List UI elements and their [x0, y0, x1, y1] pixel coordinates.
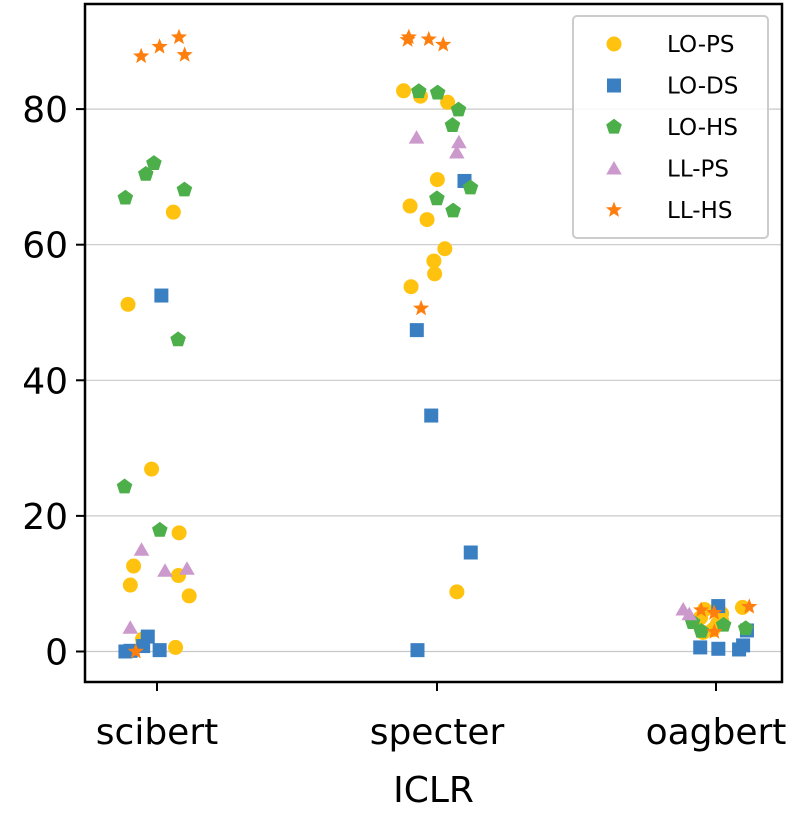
data-point-LO-PS-4 [126, 558, 142, 574]
data-point-LO-HS-5 [116, 478, 133, 494]
data-point-LO-DS-8 [424, 408, 439, 423]
y-tick-label: 0 [45, 632, 68, 673]
series-LO-DS [118, 173, 754, 659]
y-tick-label: 20 [22, 497, 68, 538]
series-LL-PS [122, 130, 698, 634]
data-point-LL-HS-8 [435, 36, 452, 52]
data-point-LO-HS-9 [450, 101, 467, 117]
data-point-LL-HS-9 [413, 299, 430, 316]
data-point-LL-HS-1 [151, 38, 168, 54]
data-point-LL-PS-2 [157, 563, 173, 577]
data-point-LL-HS-3 [133, 47, 150, 64]
data-point-LL-PS-5 [451, 134, 467, 149]
data-point-LO-PS-0 [165, 204, 181, 220]
data-point-LL-HS-0 [170, 28, 188, 45]
data-point-LO-HS-8 [429, 84, 446, 100]
data-point-LL-HS-13 [706, 623, 723, 639]
data-point-LO-HS-1 [138, 165, 154, 181]
data-point-LO-PS-18 [427, 266, 443, 282]
data-point-LO-PS-17 [426, 253, 442, 269]
data-point-LO-HS-4 [170, 331, 186, 347]
data-point-LL-PS-3 [122, 620, 139, 634]
data-point-LO-PS-2 [144, 461, 160, 477]
data-point-LL-HS-4 [127, 642, 144, 659]
legend-marker-LL-HS [605, 201, 623, 217]
series-LO-HS [116, 83, 754, 638]
data-point-LO-PS-14 [402, 198, 418, 214]
data-point-LO-PS-10 [396, 83, 412, 99]
data-point-LL-HS-6 [420, 30, 437, 47]
data-point-LO-DS-9 [463, 545, 478, 560]
data-point-LO-PS-15 [419, 212, 435, 228]
legend-label-LO-HS: LO-HS [667, 115, 738, 141]
data-point-LL-HS-7 [399, 31, 416, 47]
data-point-LL-PS-4 [408, 130, 425, 144]
data-point-LO-HS-10 [444, 117, 461, 132]
data-point-LL-HS-2 [176, 46, 193, 62]
data-point-LO-HS-12 [429, 190, 445, 206]
data-point-LO-DS-15 [711, 641, 726, 656]
data-point-LO-PS-9 [168, 639, 184, 655]
legend-label-LO-DS: LO-DS [667, 74, 738, 100]
legend-marker-LO-PS [606, 36, 622, 52]
data-point-LO-PS-1 [120, 296, 136, 312]
data-point-LO-DS-10 [410, 643, 425, 658]
y-tick-label: 60 [22, 226, 68, 267]
x-axis-title: ICLR [393, 770, 474, 811]
data-point-LL-HS-10 [741, 598, 758, 614]
data-point-LO-PS-13 [429, 172, 445, 188]
data-point-LO-DS-5 [118, 644, 133, 659]
data-point-LO-DS-0 [154, 288, 169, 303]
series-LL-HS [127, 28, 758, 659]
data-point-LL-HS-12 [706, 604, 723, 620]
legend-label-LO-PS: LO-PS [667, 32, 735, 58]
data-point-LL-PS-1 [179, 561, 195, 575]
data-point-LO-PS-3 [171, 525, 187, 541]
data-point-LO-PS-7 [181, 588, 197, 604]
data-point-LO-HS-11 [462, 179, 479, 195]
data-point-LO-HS-15 [715, 616, 732, 632]
data-point-LO-PS-6 [122, 577, 138, 593]
data-point-LO-DS-7 [409, 323, 424, 338]
data-point-LO-PS-12 [440, 94, 456, 110]
y-tick-label: 40 [22, 361, 68, 402]
data-point-LO-HS-7 [410, 83, 427, 99]
points-layer [116, 28, 758, 659]
legend-label-LL-PS: LL-PS [667, 157, 729, 183]
legend: LO-PS LO-DS LO-HS LL-PS LL-HS [572, 15, 769, 239]
data-point-LO-HS-17 [693, 622, 710, 638]
legend-label-LL-HS: LL-HS [667, 198, 732, 224]
x-tick-label-oagbert: oagbert [646, 712, 787, 753]
x-tick-label-scibert: scibert [96, 712, 218, 753]
data-point-LL-PS-6 [448, 144, 465, 159]
data-point-LO-HS-3 [117, 189, 134, 205]
data-point-LO-DS-3 [152, 643, 167, 658]
y-tick-label: 80 [22, 90, 68, 131]
data-point-LO-DS-16 [732, 642, 747, 657]
data-point-LL-PS-0 [133, 542, 150, 556]
data-point-LO-HS-6 [152, 521, 168, 537]
data-point-LO-HS-0 [146, 155, 162, 170]
data-point-LO-DS-14 [693, 640, 708, 655]
data-point-LO-HS-2 [176, 181, 193, 197]
data-point-LO-PS-20 [449, 584, 465, 600]
legend-marker-LO-HS [606, 118, 622, 134]
data-point-LO-PS-19 [403, 279, 419, 295]
x-tick-label-specter: specter [370, 712, 505, 753]
data-point-LO-PS-16 [437, 241, 453, 257]
grid-layer [85, 108, 782, 653]
legend-marker-LL-PS [606, 161, 622, 175]
data-point-LO-HS-13 [445, 202, 461, 218]
ticks-layer: 0 20 40 60 80 scibert specter oagbert [22, 90, 786, 753]
legend-marker-LO-DS [607, 78, 621, 93]
data-point-LL-HS-11 [693, 601, 710, 618]
data-point-LO-HS-16 [737, 620, 754, 636]
data-point-LL-PS-8 [681, 606, 698, 621]
plot-frame [83, 2, 784, 684]
legend-box [572, 15, 769, 239]
series-LO-PS [120, 83, 750, 655]
